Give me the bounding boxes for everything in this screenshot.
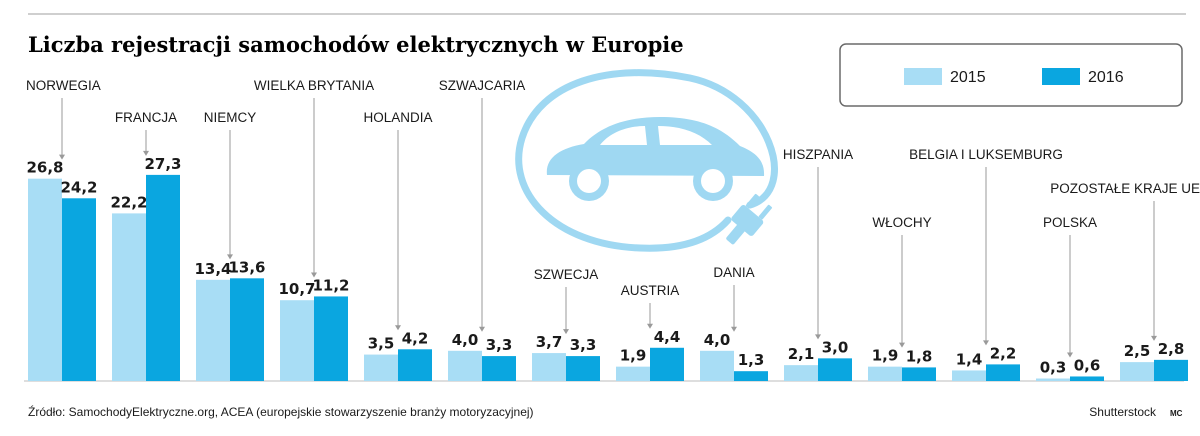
bar-2016: [1070, 376, 1104, 381]
value-label-2016: 2,2: [990, 344, 1017, 362]
bar-2015: [448, 350, 482, 381]
category-label: DANIA: [713, 265, 754, 280]
value-label-2016: 27,3: [144, 155, 181, 173]
bar-2016: [818, 358, 852, 381]
category-label: SZWAJCARIA: [439, 78, 526, 93]
value-label-2016: 4,4: [654, 328, 681, 346]
leader-arrow: [899, 342, 905, 348]
value-label-2015: 4,0: [704, 331, 731, 349]
value-label-2016: 13,6: [228, 258, 265, 276]
value-label-2015: 2,5: [1124, 342, 1151, 360]
bars: 26,824,2 NORWEGIA 22,2 27,3 FRANCJA 13,413,6 N…: [24, 78, 1200, 382]
legend-label-2016: 2016: [1088, 69, 1124, 86]
value-label-2015: 4,0: [452, 331, 479, 349]
value-label-2016: 11,2: [312, 276, 349, 294]
leader-arrow: [1151, 335, 1157, 341]
category-label: BELGIA I LUKSEMBURG: [909, 147, 1063, 162]
bar-2015: [280, 300, 314, 381]
legend: 2015 2016: [839, 43, 1183, 107]
category-label: NIEMCY: [204, 110, 257, 125]
leader-arrow: [395, 325, 401, 331]
value-label-2016: 3,3: [486, 336, 513, 354]
bar-2015: [1036, 378, 1070, 381]
legend-box: [839, 43, 1183, 107]
bar-2015: [616, 366, 650, 381]
category-label: WŁOCHY: [872, 215, 931, 230]
category-label: FRANCJA: [115, 110, 177, 125]
author-mark: MC: [1170, 409, 1183, 418]
value-label-2015: 3,7: [536, 333, 563, 351]
bar-2015: [1120, 362, 1154, 381]
bar-2016: [902, 367, 936, 381]
bar-2015: [784, 365, 818, 381]
bar-2015: [532, 353, 566, 381]
bar-2015: [868, 366, 902, 381]
leader-arrow: [143, 150, 149, 156]
leader-arrow: [983, 340, 989, 346]
bar-2016: [1154, 359, 1188, 381]
leader-arrow: [563, 329, 569, 335]
value-label-2015: 1,9: [872, 347, 899, 365]
leader-arrow: [647, 323, 653, 329]
category-label: HISZPANIA: [783, 147, 853, 162]
value-label-2015: 3,5: [368, 335, 395, 353]
bar-2016: [734, 371, 768, 381]
electric-car-plug-icon: [515, 69, 778, 252]
value-label-2016: 0,6: [1074, 356, 1101, 374]
value-label-2016: 4,2: [402, 329, 429, 347]
bar-2016: [566, 356, 600, 381]
value-label-2015: 22,2: [110, 193, 147, 211]
leader-arrow: [731, 326, 737, 332]
leader-arrow: [227, 254, 233, 260]
value-label-2016: 1,8: [906, 347, 933, 365]
value-label-2015: 1,9: [620, 347, 647, 365]
legend-swatch-2015: [904, 68, 942, 85]
bar-2015: [952, 370, 986, 381]
leader-arrow: [59, 154, 65, 160]
bar-2015: [196, 279, 230, 381]
value-label-2016: 3,3: [570, 336, 597, 354]
legend-swatch-2016: [1042, 68, 1080, 85]
value-label-2016: 24,2: [60, 178, 97, 196]
bar-2016: [482, 356, 516, 381]
value-label-2016: 2,8: [1158, 340, 1185, 358]
leader-arrow: [815, 334, 821, 340]
bar-2016: [230, 278, 264, 381]
value-label-2016: 1,3: [738, 351, 765, 369]
value-label-2015: 13,4: [194, 260, 231, 278]
value-label-2016: 3,0: [822, 338, 849, 356]
category-label: POZOSTAŁE KRAJE UE: [1050, 181, 1200, 196]
bar-2016: [62, 198, 96, 381]
source-note: Źródło: SamochodyElektryczne.org, ACEA (…: [28, 404, 534, 419]
category-label: AUSTRIA: [621, 283, 680, 298]
category-label: WIELKA BRYTANIA: [254, 78, 374, 93]
value-label-2015: 10,7: [278, 280, 315, 298]
leader-arrow: [311, 272, 317, 278]
bar-2016: [986, 364, 1020, 381]
category-label: SZWECJA: [534, 267, 599, 282]
bar-2015: [364, 354, 398, 381]
legend-label-2015: 2015: [950, 69, 986, 86]
category-label: POLSKA: [1043, 215, 1097, 230]
value-label-2015: 1,4: [956, 350, 983, 368]
bar-2015: [700, 350, 734, 381]
bar-2015: [112, 213, 146, 381]
bar-2016: [314, 296, 348, 381]
bar-2016: [398, 349, 432, 381]
category-label: HOLANDIA: [363, 110, 432, 125]
value-label-2015: 0,3: [1040, 359, 1067, 377]
leader-arrow: [479, 326, 485, 332]
value-label-2015: 26,8: [26, 159, 63, 177]
leader-arrow: [1067, 352, 1073, 358]
value-label-2015: 2,1: [788, 345, 815, 363]
bar-2016: [146, 174, 180, 381]
credit: Shutterstock: [1089, 405, 1157, 419]
chart-title: Liczba rejestracji samochodów elektryczn…: [28, 32, 684, 57]
category-label: NORWEGIA: [26, 78, 101, 93]
bar-2015: [28, 178, 62, 381]
bar-2016: [650, 347, 684, 381]
